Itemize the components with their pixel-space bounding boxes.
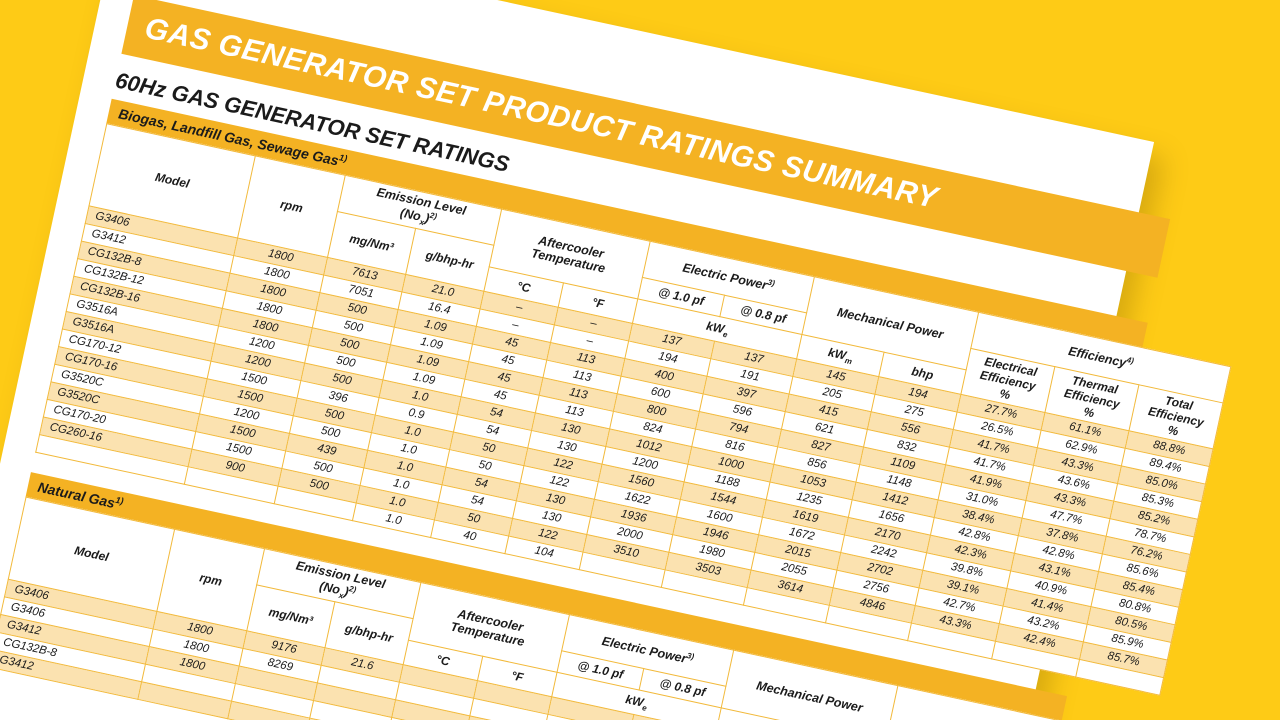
datasheet-page: GAS GENERATOR SET PRODUCT RATINGS SUMMAR… (0, 0, 1232, 720)
section-footnote-natural-gas: 1) (114, 494, 125, 507)
section-footnote-biogas: 1) (338, 152, 349, 164)
